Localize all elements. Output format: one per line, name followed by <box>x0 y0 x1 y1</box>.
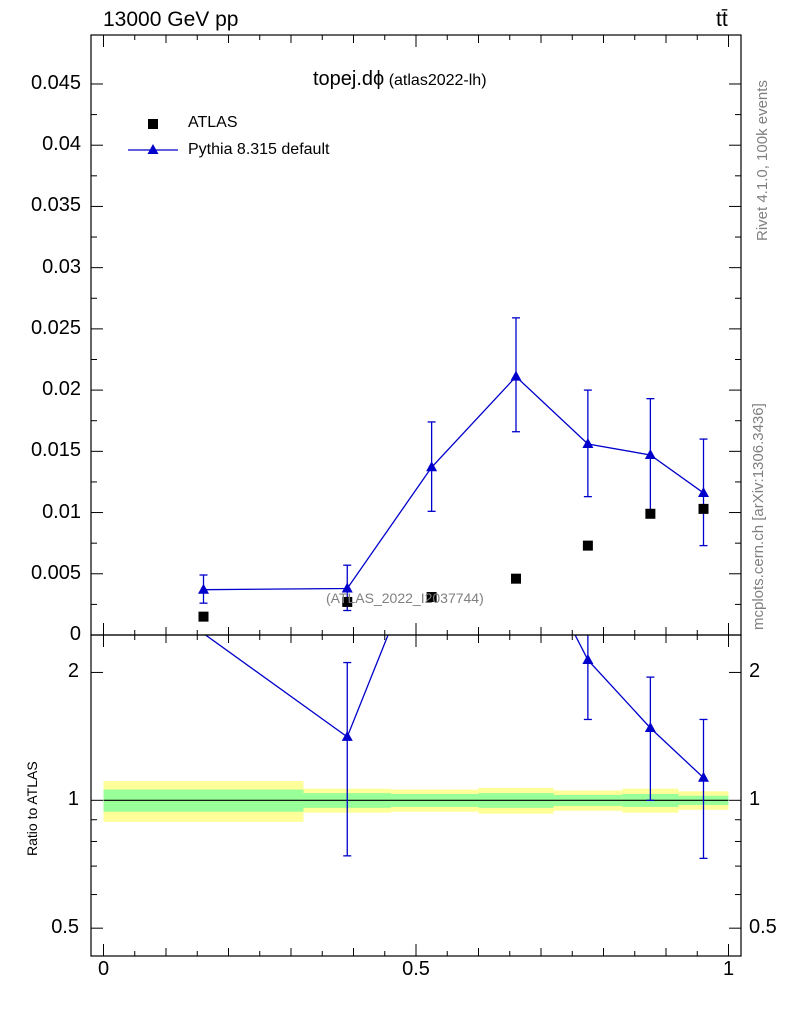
rivet-version-label: Rivet 4.1.0, 100k events <box>754 80 771 241</box>
main-ytick-label: 0.03 <box>42 255 81 278</box>
main-ytick-label: 0.025 <box>30 316 81 339</box>
mcplots-label: mcplots.cern.ch [arXiv:1306.3436] <box>750 403 767 630</box>
ratio-ytick-label: 1 <box>67 788 79 811</box>
legend-pythia-label: Pythia 8.315 default <box>188 141 330 158</box>
main-ytick-label: 0.02 <box>42 378 81 401</box>
plot-title: topej.dϕ (atlas2022-lh) <box>313 68 487 91</box>
ratio-point-5 <box>644 721 656 732</box>
axes <box>90 34 742 957</box>
atlas-point-6 <box>698 503 709 514</box>
legend-atlas-label: ATLAS <box>188 114 238 131</box>
legend-pythia-marker <box>147 144 159 154</box>
analysis-watermark: (ATLAS_2022_I2037744) <box>326 590 484 606</box>
xtick-label: 1 <box>722 958 735 980</box>
ratio-point-6 <box>698 771 709 782</box>
pythia-point-0 <box>198 583 209 594</box>
legend <box>128 119 178 154</box>
process-label: tt̄ <box>716 8 728 31</box>
plot-title-main: topej.dϕ <box>313 68 385 90</box>
main-ytick-label: 0.01 <box>42 500 81 523</box>
atlas-point-1 <box>342 596 353 607</box>
pythia-point-5 <box>644 449 656 459</box>
ratio-uncertainty-bands <box>103 781 729 822</box>
ratio-point-1 <box>341 730 353 741</box>
atlas-point-3 <box>511 573 521 584</box>
plot-title-sub: (atlas2022-lh) <box>388 72 487 89</box>
beam-label: 13000 GeV pp <box>103 8 239 31</box>
main-ytick-label: 0.035 <box>30 194 81 217</box>
xtick-label: 0 <box>97 958 110 980</box>
main-ytick-label: 0.015 <box>30 439 81 462</box>
ratio-ytick-label-right: 0.5 <box>749 916 777 939</box>
ratio-ytick-label: 0.5 <box>51 916 79 939</box>
main-ytick-label: 0.005 <box>30 561 81 584</box>
ratio-ytick-label-right: 1 <box>749 788 761 811</box>
pythia-point-1 <box>341 582 353 593</box>
atlas-point-0 <box>198 611 209 622</box>
ratio-line <box>204 635 704 779</box>
main-ytick-label: 0.045 <box>30 71 81 94</box>
atlas-point-5 <box>645 508 656 519</box>
main-panel <box>198 317 709 622</box>
ratio-ytick-label-right: 2 <box>749 660 761 683</box>
atlas-point-4 <box>582 540 593 551</box>
pythia-point-2 <box>426 461 438 472</box>
legend-atlas-marker <box>148 119 158 129</box>
ratio-axis-label: Ratio to ATLAS <box>24 761 40 856</box>
ratio-point-4 <box>582 653 594 664</box>
ratio-ytick-label: 2 <box>67 660 79 683</box>
main-ytick-label: 0 <box>69 623 81 645</box>
ratio-panel <box>204 635 709 860</box>
atlas-point-2 <box>426 592 437 603</box>
main-ytick-label: 0.04 <box>42 133 81 156</box>
pythia-point-6 <box>698 486 709 497</box>
xtick-label: 0.5 <box>402 958 430 980</box>
pythia-line <box>203 375 704 591</box>
pythia-point-3 <box>510 370 522 381</box>
pythia-point-4 <box>582 437 594 448</box>
